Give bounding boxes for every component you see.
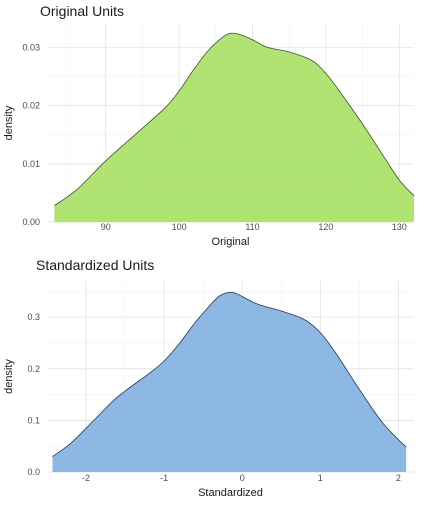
x-tick-label: 90 xyxy=(101,222,111,232)
x-tick-label: 0 xyxy=(240,473,245,483)
density-line-1 xyxy=(54,32,415,207)
x-axis-label-2: Standardized xyxy=(198,487,263,499)
x-tick-label: 110 xyxy=(245,222,259,232)
y-tick-label: 0.02 xyxy=(22,101,40,111)
x-tick-label: 130 xyxy=(392,222,407,232)
x-tick-label: 2 xyxy=(396,473,401,483)
x-tick-label: 120 xyxy=(318,222,333,232)
x-axis-label-1: Original xyxy=(212,236,250,248)
x-tick-label: 1 xyxy=(318,473,323,483)
y-tick-label: 0.00 xyxy=(22,217,40,227)
y-tick-label: 0.0 xyxy=(27,467,40,477)
x-tick-label: -1 xyxy=(160,473,168,483)
y-tick-label: 0.3 xyxy=(27,312,40,322)
density-area-2 xyxy=(52,292,407,472)
y-tick-label: 0.2 xyxy=(27,364,40,374)
y-tick-label: 0.03 xyxy=(22,42,40,52)
y-tick-label: 0.1 xyxy=(27,415,40,425)
x-tick-label: 100 xyxy=(172,222,187,232)
y-axis-label-1: density xyxy=(3,105,15,140)
density-area-1 xyxy=(54,33,415,223)
y-axis-label-2: density xyxy=(3,359,15,394)
chart-panel-1: 90 100 110 120 130 0.00 0.01 0.02 0.03 Original U… xyxy=(3,3,415,248)
chart-title-1: Original Units xyxy=(40,3,124,19)
y-tick-label: 0.01 xyxy=(22,159,40,169)
x-tick-label: -2 xyxy=(82,473,90,483)
chart-panel-2: -2 -1 0 1 2 0.0 0.1 0.2 0.3 Standardized Units Sta… xyxy=(3,257,414,499)
density-line-2 xyxy=(52,292,407,457)
chart-title-2: Standardized Units xyxy=(36,257,154,273)
